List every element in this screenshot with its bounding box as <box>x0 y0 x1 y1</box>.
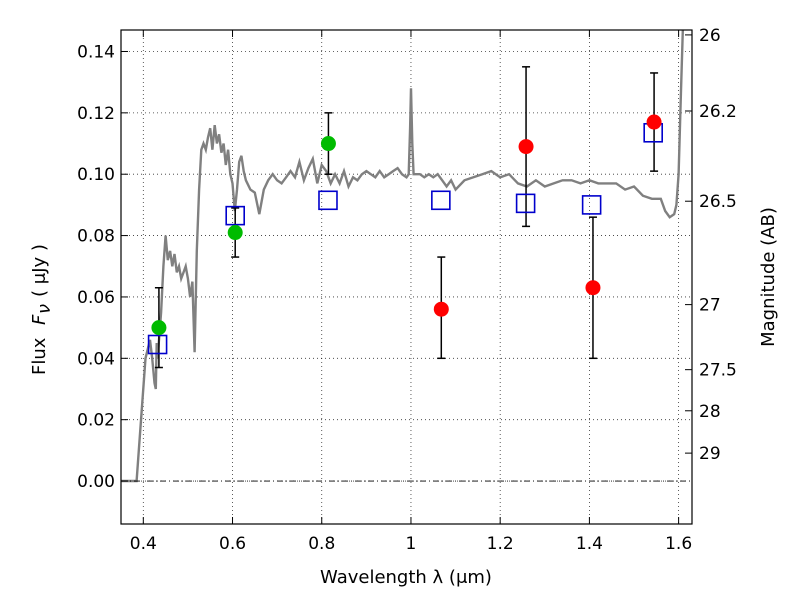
grid <box>121 30 692 524</box>
x-tick-label: 1.6 <box>665 534 692 554</box>
model-spectrum <box>121 30 685 483</box>
right-tick-label: 26 <box>699 26 721 46</box>
x-tick-label: 1.4 <box>576 534 603 554</box>
model-box-marker <box>225 205 245 226</box>
red-data-point <box>518 139 534 155</box>
right-tick-label: 27 <box>699 296 721 316</box>
y-axis-label-text: Flux <box>29 337 50 375</box>
model-spectrum-line <box>121 30 685 483</box>
green-data-point <box>151 320 167 336</box>
x-tick-label: 1 <box>406 534 417 554</box>
axis-ticks: 0.4 0.6 0.8 1 1.2 1.4 1.6 0.00 0.02 0.04 0.06 0.08 0… <box>77 26 737 554</box>
red-data-point <box>585 280 601 296</box>
x-tick-label: 0.6 <box>219 534 246 554</box>
right-tick-label: 29 <box>699 444 721 464</box>
y-axis-label-symbol: F <box>29 314 50 325</box>
red-data-point <box>433 301 449 317</box>
green-data-point <box>320 136 336 152</box>
model-box-marker <box>431 190 451 211</box>
x-axis-label: Wavelength λ (μm) <box>320 567 492 588</box>
red-data-point <box>646 114 662 130</box>
y-tick-label: 0.04 <box>77 349 115 369</box>
y-tick-label: 0.10 <box>77 165 115 185</box>
right-tick-label: 26.2 <box>699 102 737 122</box>
x-tick-label: 0.8 <box>308 534 335 554</box>
y-axis-label-units: ( μJy ) <box>29 244 50 297</box>
error-bars <box>154 66 659 369</box>
y-axis-label-subscript: ν <box>34 304 55 314</box>
right-axis-label: Magnitude (AB) <box>758 207 779 347</box>
observed-points <box>151 114 662 336</box>
model-box-marker <box>581 195 602 215</box>
right-tick-label: 27.5 <box>699 361 737 381</box>
right-tick-label: 26.5 <box>699 192 737 212</box>
x-tick-label: 1.2 <box>487 534 514 554</box>
y-axis-label: Flux F ν ( μJy ) <box>29 244 55 375</box>
x-tick-label: 0.4 <box>130 534 157 554</box>
model-box-marker <box>147 334 168 355</box>
y-tick-label: 0.06 <box>77 288 115 308</box>
model-box-marker <box>515 193 536 214</box>
y-tick-label: 0.12 <box>77 104 115 124</box>
y-tick-label: 0.00 <box>77 472 115 492</box>
right-tick-label: 28 <box>699 402 721 422</box>
model-box-marker <box>318 190 338 211</box>
y-tick-label: 0.14 <box>77 42 115 62</box>
plot-frame <box>120 29 693 525</box>
y-tick-label: 0.08 <box>77 227 115 247</box>
green-data-point <box>227 225 243 241</box>
y-tick-label: 0.02 <box>77 411 115 431</box>
